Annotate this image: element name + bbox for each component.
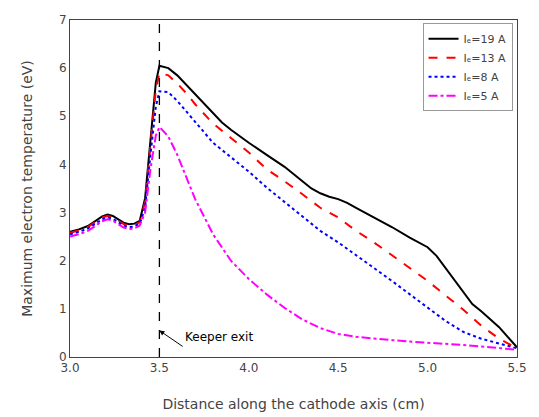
- svg-text:Distance along the cathode axi: Distance along the cathode axis (cm): [162, 396, 424, 412]
- svg-text:0: 0: [59, 350, 67, 364]
- svg-text:3.0: 3.0: [60, 361, 79, 375]
- svg-text:Iₑ=19 A: Iₑ=19 A: [464, 33, 507, 46]
- svg-text:Keeper exit: Keeper exit: [185, 330, 253, 344]
- svg-text:1: 1: [59, 302, 67, 316]
- svg-text:Iₑ=5 A: Iₑ=5 A: [464, 90, 500, 103]
- svg-text:4.5: 4.5: [329, 361, 348, 375]
- svg-text:7: 7: [59, 13, 67, 27]
- svg-text:3.5: 3.5: [150, 361, 169, 375]
- svg-text:4.0: 4.0: [239, 361, 258, 375]
- svg-text:Maximum electron temperature (: Maximum electron temperature (eV): [19, 60, 35, 317]
- svg-text:5: 5: [59, 109, 67, 123]
- svg-text:4: 4: [59, 158, 67, 172]
- svg-text:3: 3: [59, 206, 67, 220]
- svg-text:Iₑ=13 A: Iₑ=13 A: [464, 52, 507, 65]
- svg-text:6: 6: [59, 61, 67, 75]
- svg-text:5.0: 5.0: [418, 361, 437, 375]
- svg-text:2: 2: [59, 254, 67, 268]
- svg-text:Iₑ=8 A: Iₑ=8 A: [464, 71, 500, 84]
- svg-text:5.5: 5.5: [507, 361, 526, 375]
